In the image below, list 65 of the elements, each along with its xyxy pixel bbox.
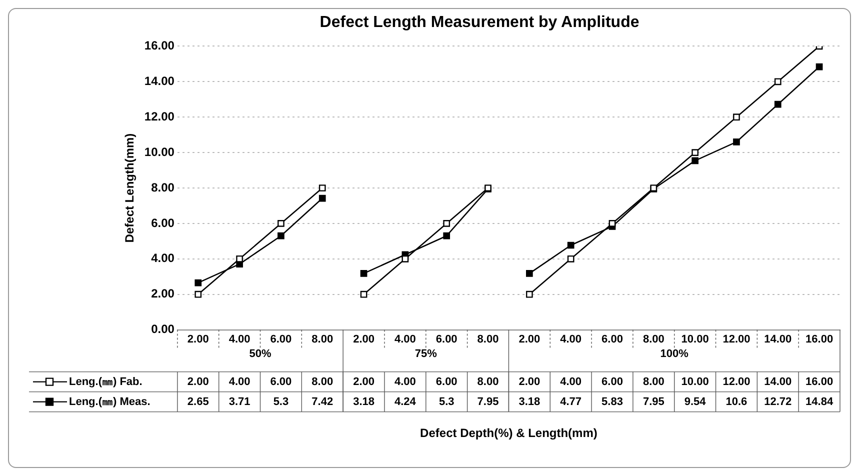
data-label: 8.00	[477, 333, 499, 346]
legend-label: Leng.(㎜) Meas.	[69, 396, 150, 408]
data-label: 5.83	[602, 396, 623, 408]
x-tick-label: 8.00	[312, 376, 334, 388]
y-tick-label: 2.00	[151, 286, 175, 301]
x-tick-label: 8.00	[477, 376, 499, 388]
data-label: 12.00	[722, 333, 750, 346]
data-label: 8.00	[642, 333, 664, 346]
data-label: 7.42	[312, 396, 334, 408]
y-tick-label: 4.00	[151, 251, 175, 266]
data-label: 2.00	[353, 333, 374, 346]
y-tick-label: 0.00	[151, 322, 175, 336]
x-tick-label: 14.00	[764, 376, 792, 388]
y-tick-label: 16.00	[144, 38, 175, 53]
data-label: 4.77	[560, 396, 582, 408]
data-label: 2.00	[518, 333, 540, 346]
data-label: 3.71	[228, 396, 250, 408]
data-label: 10.00	[681, 333, 709, 346]
data-label: 2.00	[187, 333, 209, 346]
x-tick-label: 6.00	[270, 376, 292, 388]
y-tick-label: 6.00	[151, 216, 175, 230]
y-tick-label: 10.00	[144, 144, 175, 159]
data-label: 5.3	[273, 396, 289, 408]
x-tick-label: 6.00	[436, 376, 458, 388]
data-label: 14.00	[764, 333, 792, 346]
data-label: 4.00	[394, 333, 416, 346]
x-tick-label: 4.00	[394, 376, 416, 388]
x-tick-label: 2.00	[187, 376, 209, 388]
text: 75%	[414, 348, 438, 360]
data-label: 12.72	[764, 396, 792, 408]
text: 50%	[249, 348, 272, 360]
data-label: 2.65	[187, 396, 209, 408]
data-label: 4.00	[560, 333, 582, 346]
x-tick-label: 16.00	[806, 376, 834, 388]
data-label: 6.00	[436, 333, 458, 346]
data-label: 16.00	[806, 333, 834, 346]
x-tick-label: 2.00	[353, 376, 374, 388]
data-label: 5.3	[438, 396, 454, 408]
legend-label: Leng.(㎜) Fab.	[69, 376, 142, 388]
y-tick-label: 12.00	[144, 109, 175, 124]
x-tick-label: 4.00	[560, 376, 582, 388]
data-label: 3.18	[518, 396, 540, 408]
data-label: 10.6	[726, 396, 748, 408]
x-tick-label: 12.00	[722, 376, 750, 388]
data-label: 7.95	[642, 396, 664, 408]
data-label: 8.00	[312, 333, 334, 346]
x-tick-label: 2.00	[518, 376, 540, 388]
x-tick-label: 10.00	[681, 376, 709, 388]
data-label: 7.95	[477, 396, 499, 408]
y-tick-label: 14.00	[144, 74, 175, 88]
data-label: 14.84	[806, 396, 834, 408]
x-axis-title: Defect Depth(%) & Length(mm)	[420, 426, 598, 440]
data-label: 6.00	[602, 333, 623, 346]
text: 100%	[660, 348, 689, 360]
data-label: 3.18	[353, 396, 374, 408]
data-label: 4.00	[228, 333, 250, 346]
x-tick-label: 4.00	[228, 376, 250, 388]
data-label: 6.00	[270, 333, 292, 346]
data-label: 9.54	[684, 396, 707, 408]
x-tick-label: 8.00	[642, 376, 664, 388]
chart-title: Defect Length Measurement by Amplitude	[320, 14, 640, 32]
data-label: 4.24	[394, 396, 417, 408]
y-axis-title: Defect Length(mm)	[122, 133, 137, 243]
x-tick-label: 6.00	[602, 376, 623, 388]
y-tick-label: 8.00	[151, 180, 175, 194]
